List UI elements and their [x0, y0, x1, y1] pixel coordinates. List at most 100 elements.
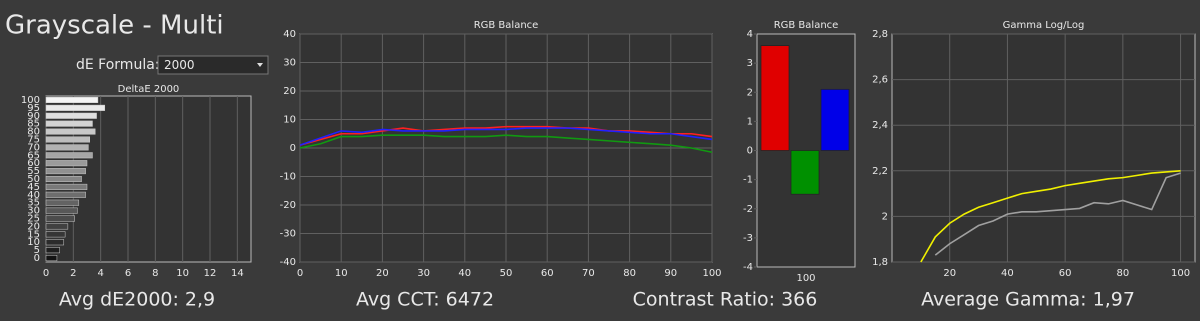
bar [45, 215, 75, 222]
bar [45, 128, 96, 135]
series-line [934, 172, 1181, 256]
y-tick-label: 10 [283, 115, 296, 126]
x-tick-label: 6 [125, 268, 131, 279]
bar [45, 144, 89, 151]
y-tick-label: 0 [290, 143, 296, 154]
x-tick-label: 20 [376, 268, 389, 279]
y-tick-label: 1 [747, 116, 753, 127]
y-tick-label: 3 [747, 58, 753, 69]
y-tick-label: 60 [27, 158, 40, 169]
y-tick-label: -4 [743, 262, 753, 273]
x-tick-label: 2 [70, 268, 76, 279]
x-tick-label: 10 [335, 268, 348, 279]
x-tick-label: 60 [541, 268, 554, 279]
y-tick-label: 30 [283, 58, 296, 69]
x-tick-label: 100 [702, 268, 721, 279]
x-tick-label: 60 [1059, 268, 1072, 279]
y-tick-label: 0 [747, 146, 753, 157]
bar [45, 136, 90, 143]
bar [45, 207, 78, 214]
y-tick-label: 35 [27, 198, 40, 209]
y-tick-label: -10 [280, 172, 296, 183]
y-tick-label: 2,4 [872, 120, 888, 131]
summary-de: Avg dE2000: 2,9 [59, 289, 215, 311]
x-tick-label: 10 [176, 268, 189, 279]
y-tick-label: 5 [34, 245, 40, 256]
dropdown-arrow [257, 63, 263, 67]
bar [45, 255, 58, 262]
bar [760, 45, 790, 151]
y-tick-label: 65 [27, 150, 40, 161]
y-tick-label: 50 [27, 174, 40, 185]
formula-dropdown[interactable] [157, 55, 269, 75]
formula-label: dE Formula: [76, 57, 160, 73]
summary-gamma: Average Gamma: 1,97 [921, 289, 1135, 311]
summary-contrast: Contrast Ratio: 366 [633, 289, 818, 311]
y-tick-label: 10 [27, 237, 40, 248]
y-tick-label: 20 [27, 221, 40, 232]
x-tick-label: 50 [500, 268, 513, 279]
bar [45, 112, 97, 119]
y-tick-label: 4 [747, 29, 753, 40]
bar [45, 104, 106, 111]
y-tick-label: 30 [27, 206, 40, 217]
x-tick-label: 100 [796, 273, 815, 284]
y-tick-label: 90 [27, 111, 40, 122]
y-tick-label: 40 [283, 29, 296, 40]
y-tick-label: -3 [743, 233, 753, 244]
chart-title: Gamma Log/Log [1003, 20, 1085, 31]
x-tick-label: 0 [43, 268, 49, 279]
x-tick-label: 80 [623, 268, 636, 279]
y-tick-label: 0 [34, 253, 40, 264]
x-tick-label: 70 [582, 268, 595, 279]
x-tick-label: 30 [417, 268, 430, 279]
x-tick-label: 80 [1116, 268, 1129, 279]
summary-cct: Avg CCT: 6472 [356, 289, 494, 311]
y-tick-label: 2,2 [872, 166, 888, 177]
y-tick-label: 100 [21, 95, 40, 106]
plot-area [891, 33, 1196, 263]
x-tick-label: 8 [152, 268, 158, 279]
bar [45, 160, 88, 167]
x-tick-label: 100 [1171, 268, 1190, 279]
y-tick-label: 2,6 [872, 75, 888, 86]
bar [45, 247, 60, 254]
y-tick-label: -1 [743, 175, 753, 186]
bar [45, 191, 86, 198]
bar [790, 150, 820, 195]
y-tick-label: 40 [27, 190, 40, 201]
x-tick-label: 40 [1001, 268, 1014, 279]
x-tick-label: 0 [297, 268, 303, 279]
y-tick-label: 95 [27, 103, 40, 114]
bar [45, 183, 88, 190]
series-line [920, 170, 1181, 263]
series-line [299, 125, 713, 146]
bar [45, 231, 66, 238]
bar [45, 175, 82, 183]
y-tick-label: 85 [27, 119, 40, 130]
y-tick-label: 55 [27, 166, 40, 177]
y-tick-label: 80 [27, 127, 40, 138]
y-tick-label: 2 [747, 87, 753, 98]
y-tick-label: -40 [280, 257, 296, 268]
y-tick-label: 25 [27, 214, 40, 225]
bar [45, 120, 93, 127]
y-tick-label: -2 [743, 204, 753, 215]
bar [820, 88, 850, 151]
bar [45, 239, 65, 246]
x-tick-label: 40 [458, 268, 471, 279]
chart-title: DeltaE 2000 [118, 84, 180, 95]
formula-value: 2000 [164, 58, 195, 72]
y-tick-label: 2 [882, 211, 888, 222]
chart-title: RGB Balance [774, 20, 839, 31]
x-tick-label: 20 [943, 268, 956, 279]
bar [45, 96, 99, 103]
y-tick-label: 20 [283, 86, 296, 97]
y-tick-label: 70 [27, 142, 40, 153]
x-tick-label: 12 [204, 268, 217, 279]
bar [45, 199, 80, 206]
y-tick-label: -20 [280, 200, 296, 211]
y-tick-label: 2,8 [872, 29, 888, 40]
x-tick-label: 14 [231, 268, 244, 279]
